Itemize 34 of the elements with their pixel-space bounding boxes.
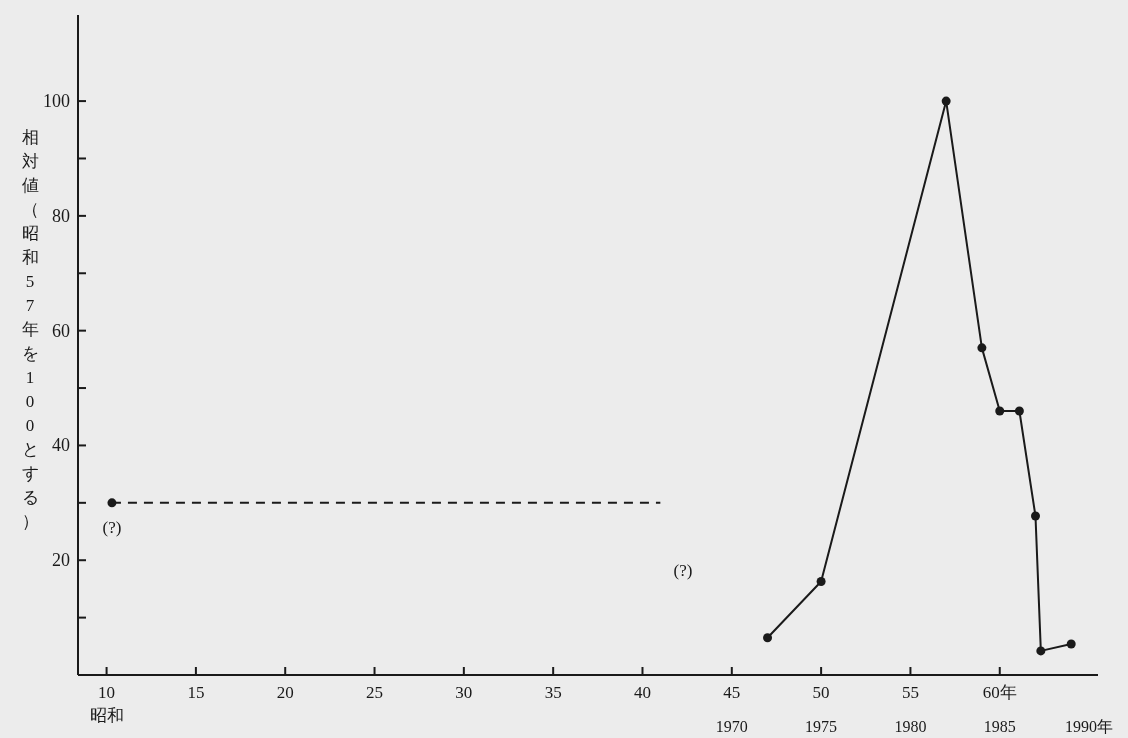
x2-tick-label: 1975 bbox=[805, 718, 838, 735]
y-tick-label: 60 bbox=[52, 320, 70, 341]
x2-tick-label: 1990年 bbox=[1065, 718, 1114, 735]
x-tick-label: 25 bbox=[366, 683, 384, 702]
x-tick-label: 50 bbox=[812, 683, 830, 702]
y-tick-label: 40 bbox=[52, 435, 70, 456]
point bbox=[977, 343, 987, 353]
point bbox=[1036, 646, 1046, 656]
x-axis-title: 昭和 bbox=[89, 706, 124, 725]
x-tick-label: 15 bbox=[187, 683, 205, 702]
point bbox=[941, 96, 951, 106]
x-tick-label: 45 bbox=[723, 683, 741, 702]
x-tick-label: 35 bbox=[544, 683, 562, 702]
annotation: (?) bbox=[102, 517, 122, 537]
x-tick-label: 60年 bbox=[982, 683, 1017, 702]
x2-tick-label: 1980 bbox=[894, 718, 927, 735]
y-tick-label: 100 bbox=[43, 91, 70, 112]
x-tick-label: 40 bbox=[633, 683, 651, 702]
y-tick-label: 20 bbox=[52, 550, 70, 571]
x-tick-label: 30 bbox=[455, 683, 473, 702]
point bbox=[995, 406, 1005, 416]
point bbox=[1030, 511, 1040, 521]
annotation: (?) bbox=[673, 561, 693, 580]
x-tick-label: 20 bbox=[276, 683, 294, 702]
point bbox=[816, 576, 826, 586]
x-tick-label: 55 bbox=[901, 683, 919, 702]
point bbox=[1066, 639, 1076, 649]
point bbox=[1014, 406, 1024, 416]
x-tick-label: 10 bbox=[98, 683, 116, 702]
x2-tick-label: 1970 bbox=[715, 718, 748, 735]
point bbox=[763, 633, 773, 643]
x2-tick-label: 1985 bbox=[983, 718, 1016, 735]
text: 相対値（昭和57年を100とする） bbox=[21, 128, 39, 531]
y-tick-label: 80 bbox=[52, 205, 70, 226]
